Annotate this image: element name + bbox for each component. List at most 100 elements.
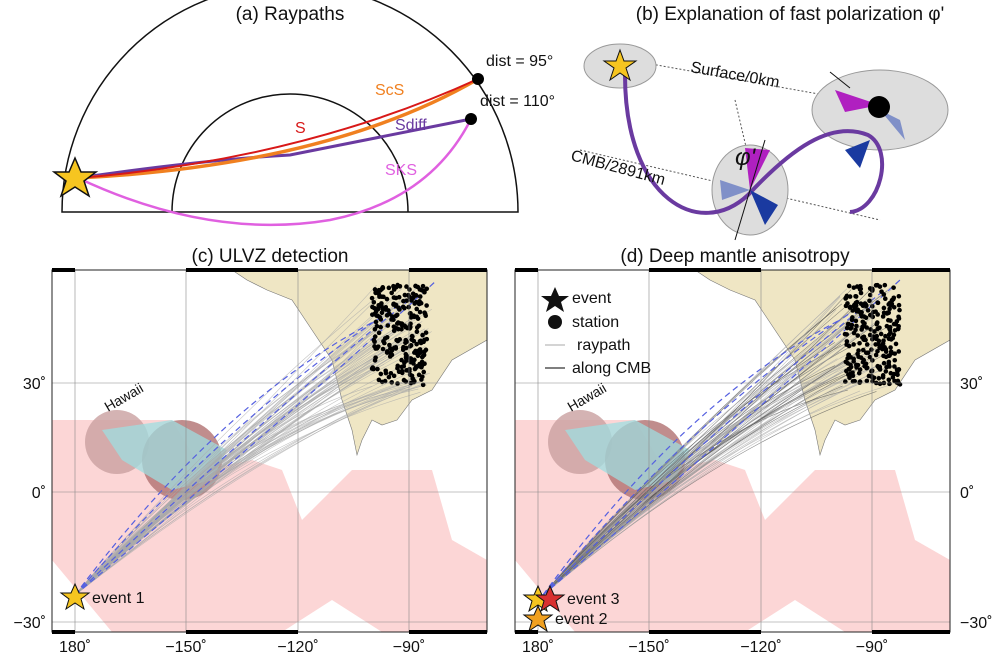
station — [887, 336, 892, 341]
y-tick-label: −30˚ — [960, 615, 992, 632]
core-outline — [172, 94, 408, 212]
station — [378, 325, 383, 330]
station — [854, 324, 859, 329]
station — [378, 317, 383, 322]
panel-b: (b) Explanation of fast polarization φ' … — [569, 4, 948, 240]
station — [380, 310, 385, 315]
station — [843, 332, 848, 337]
station — [384, 371, 389, 376]
station — [868, 96, 890, 118]
label: φ' — [735, 144, 757, 171]
station — [887, 382, 892, 387]
station — [849, 325, 854, 330]
station — [415, 329, 420, 334]
station — [395, 381, 400, 386]
station — [888, 345, 893, 350]
station — [886, 377, 891, 382]
station — [420, 374, 425, 379]
station — [407, 369, 412, 374]
label: dist = 95° — [486, 53, 553, 70]
station — [897, 303, 902, 308]
frame-bar — [649, 630, 761, 634]
station — [421, 370, 426, 375]
legend-label: event — [572, 290, 612, 307]
station — [897, 294, 902, 299]
station — [370, 312, 375, 317]
station — [399, 365, 404, 370]
station — [861, 324, 866, 329]
station — [412, 301, 417, 306]
label: SKS — [385, 162, 417, 179]
station — [884, 349, 889, 354]
station — [848, 305, 853, 310]
station — [876, 301, 881, 306]
legend-label: raypath — [577, 337, 630, 354]
label: event 2 — [555, 611, 608, 628]
station — [421, 284, 426, 289]
station — [383, 307, 388, 312]
station — [883, 283, 888, 288]
station — [379, 301, 384, 306]
station — [472, 73, 484, 85]
station — [389, 380, 394, 385]
station — [394, 314, 399, 319]
frame-bar — [515, 268, 538, 272]
station — [414, 307, 419, 312]
station — [420, 360, 425, 365]
station — [886, 318, 891, 323]
station — [851, 359, 856, 364]
station — [401, 346, 406, 351]
station — [855, 309, 860, 314]
station — [881, 314, 886, 319]
station — [424, 337, 429, 342]
station — [401, 305, 406, 310]
station — [887, 307, 892, 312]
station — [380, 287, 385, 292]
station — [846, 353, 851, 358]
station — [897, 308, 902, 313]
station — [857, 380, 862, 385]
station — [377, 331, 382, 336]
station — [404, 339, 409, 344]
station — [394, 338, 399, 343]
station — [387, 286, 392, 291]
station — [372, 338, 377, 343]
station — [392, 324, 397, 329]
figure: (a) Raypaths dist = 95° dist = 110° ScS … — [0, 0, 1007, 659]
station — [879, 332, 884, 337]
station — [868, 355, 873, 360]
station — [404, 298, 409, 303]
x-tick-label: 180˚ — [522, 639, 554, 656]
station — [896, 314, 901, 319]
station — [846, 322, 851, 327]
frame-bar — [409, 268, 487, 272]
map — [52, 270, 487, 632]
station — [418, 294, 423, 299]
station — [887, 326, 892, 331]
station — [878, 382, 883, 387]
station — [416, 316, 421, 321]
y-tick-label: 30˚ — [23, 376, 46, 393]
station — [862, 337, 867, 342]
label: Sdiff — [395, 117, 427, 134]
station — [424, 303, 429, 308]
station — [856, 354, 861, 359]
x-tick-label: −90˚ — [393, 639, 425, 656]
station — [844, 360, 849, 365]
label: dist = 110° — [480, 93, 555, 110]
station — [416, 285, 421, 290]
station — [424, 330, 429, 335]
panel-d: (d) Deep mantle anisotropy Hawaii event … — [515, 246, 992, 656]
station — [374, 320, 379, 325]
label: Surface/0km — [689, 59, 780, 91]
station — [374, 313, 379, 318]
y-tick-label: 0˚ — [960, 485, 974, 502]
station — [891, 285, 896, 290]
station — [390, 348, 395, 353]
station — [869, 347, 874, 352]
station — [375, 367, 380, 372]
station — [423, 313, 428, 318]
station — [373, 346, 378, 351]
station — [373, 327, 378, 332]
station — [896, 349, 901, 354]
